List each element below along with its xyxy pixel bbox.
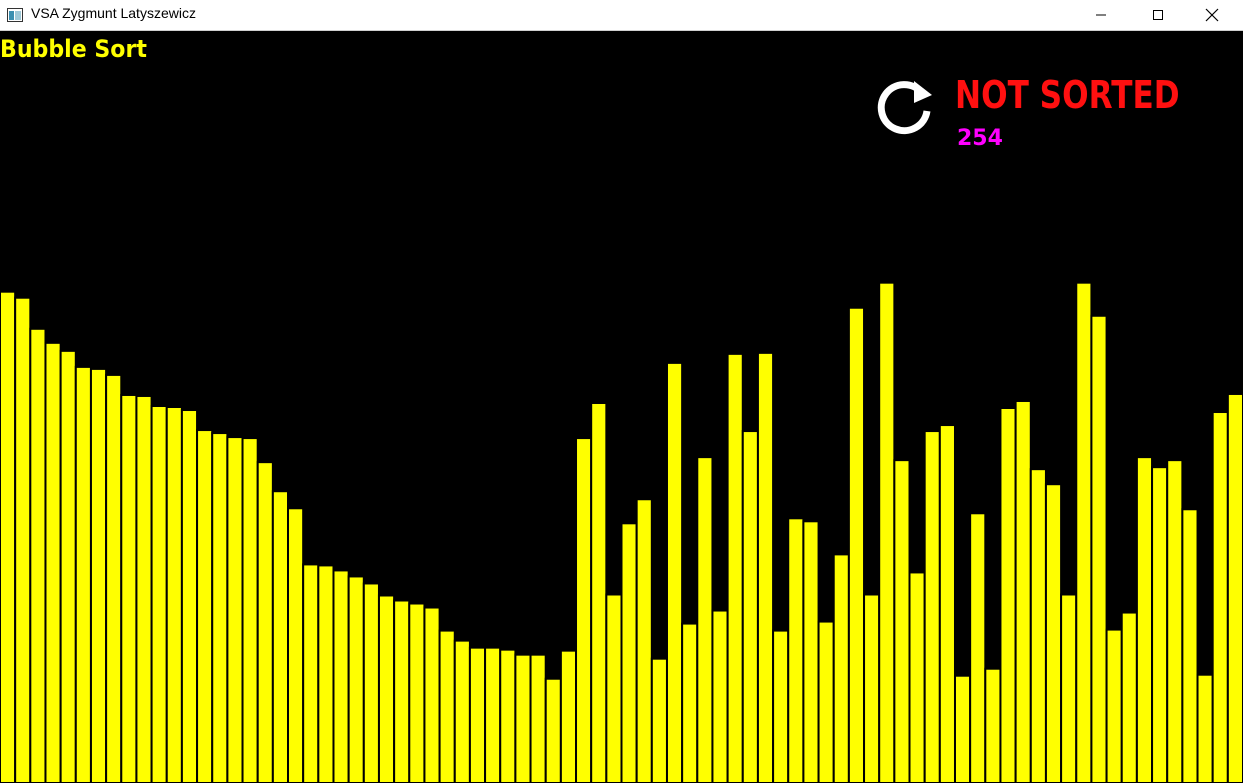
bar: [650, 657, 668, 783]
bar: [741, 430, 759, 783]
bar: [559, 649, 578, 783]
bar: [878, 281, 896, 783]
bar: [908, 571, 926, 783]
bar: [44, 341, 62, 783]
bar: [226, 436, 244, 783]
bar: [1060, 593, 1078, 783]
bar: [14, 296, 32, 783]
bar: [484, 646, 502, 783]
bar: [74, 365, 92, 783]
bar: [575, 437, 593, 783]
bar: [408, 602, 426, 783]
bar: [241, 437, 259, 783]
bar: [1151, 466, 1169, 783]
bar: [29, 327, 47, 783]
bar: [696, 456, 714, 783]
bar: [1135, 456, 1154, 783]
bar: [1044, 483, 1063, 783]
bar: [332, 569, 350, 783]
bar: [0, 290, 17, 783]
bar: [59, 349, 77, 783]
bar: [89, 367, 108, 783]
bar: [211, 432, 229, 783]
bar: [635, 498, 653, 783]
bar: [271, 490, 290, 783]
bar: [287, 507, 305, 783]
bar: [1029, 468, 1047, 783]
bar: [681, 622, 699, 783]
bar: [514, 653, 532, 783]
bar: [499, 648, 517, 783]
bar: [711, 609, 729, 783]
bar: [196, 429, 214, 783]
bar: [1196, 673, 1214, 783]
bar: [726, 352, 744, 783]
bar: [150, 405, 168, 783]
bar: [317, 564, 335, 783]
bar: [1166, 459, 1184, 783]
window-titlebar: VSA Zygmunt Latyszewicz: [0, 0, 1243, 31]
maximize-icon: [1153, 10, 1163, 20]
bar: [756, 351, 775, 783]
bar: [529, 653, 547, 783]
bar: [1211, 411, 1229, 783]
algorithm-title: Bubble Sort: [0, 35, 147, 63]
close-icon: [1205, 8, 1219, 22]
bar-chart: [0, 281, 1243, 783]
bar: [620, 522, 638, 783]
window-title: VSA Zygmunt Latyszewicz: [31, 5, 196, 21]
bar: [1120, 611, 1138, 783]
bar: [180, 409, 199, 783]
bar: [544, 677, 562, 783]
app-icon: [7, 8, 23, 22]
bar: [772, 629, 790, 783]
bar: [120, 393, 138, 783]
sort-status: NOT SORTED: [955, 73, 1180, 117]
bar: [1105, 628, 1123, 783]
bar: [453, 639, 471, 783]
bar: [923, 430, 941, 783]
bar: [590, 401, 608, 783]
bar: [953, 674, 972, 783]
bar: [105, 373, 123, 783]
bar: [347, 575, 365, 783]
minimize-icon: [1096, 14, 1106, 16]
bar: [605, 593, 623, 783]
bar: [468, 646, 487, 783]
bar: [832, 553, 850, 783]
bar: [1014, 399, 1032, 783]
bar: [984, 667, 1002, 783]
bar: [1181, 508, 1199, 783]
maximize-button[interactable]: [1135, 0, 1181, 30]
bar: [665, 361, 684, 783]
bar: [1226, 392, 1243, 783]
bar: [377, 594, 396, 783]
minimize-button[interactable]: [1078, 0, 1124, 30]
bar: [802, 520, 820, 783]
bar: [787, 517, 805, 783]
step-counter: 254: [957, 126, 1003, 151]
bar: [256, 461, 274, 783]
bar: [362, 582, 380, 783]
bar: [165, 406, 183, 783]
bar: [302, 563, 320, 783]
bar: [423, 606, 441, 783]
bar: [863, 593, 881, 783]
bar: [969, 512, 987, 783]
close-button[interactable]: [1189, 0, 1235, 30]
bar: [438, 629, 456, 783]
bar: [847, 306, 866, 783]
bar: [1075, 281, 1093, 783]
bar: [1090, 314, 1108, 783]
bar: [893, 459, 911, 783]
bar: [393, 599, 411, 783]
bar: [999, 407, 1017, 783]
bar: [938, 424, 956, 783]
visualizer-canvas: Bubble Sort NOT SORTED 254: [0, 31, 1243, 783]
reset-icon[interactable]: [874, 73, 936, 135]
bar: [817, 620, 835, 783]
bar: [135, 394, 153, 783]
